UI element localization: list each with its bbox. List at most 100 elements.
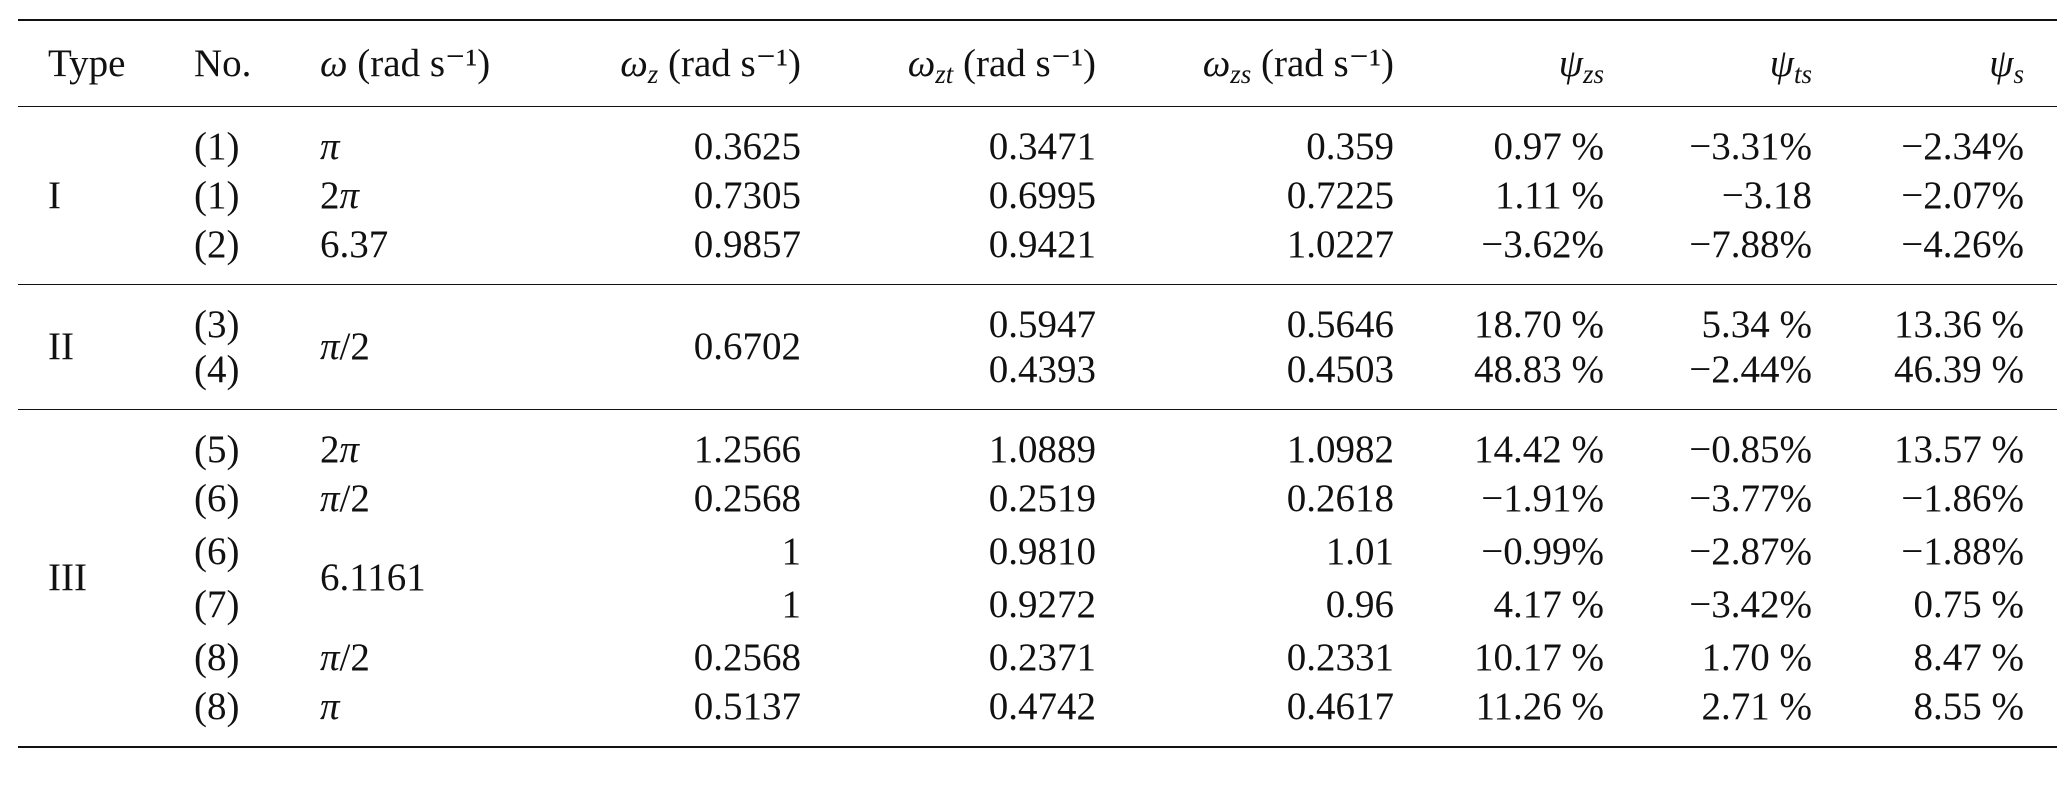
unit: (rad s⁻¹): [963, 41, 1096, 85]
number-cell: (7): [194, 582, 240, 626]
value-cell: −1.86%: [1901, 476, 2024, 520]
number-cell: (1): [194, 173, 240, 217]
pi: π: [339, 427, 360, 471]
value-cell: 0.5137: [693, 684, 801, 728]
value-cell: 1.70 %: [1701, 635, 1813, 679]
pi: π: [320, 124, 340, 168]
header-row: Type No. ω (rad s⁻¹) ωz (rad s⁻¹) ωzt (r…: [18, 19, 2057, 107]
value-cell: 0.359: [1306, 124, 1394, 168]
value-cell: 13.36 %: [1894, 302, 2024, 346]
value-cell: −3.42%: [1689, 582, 1812, 626]
row-group: I (1) π 0.3625 0.3471 0.359 0.97 % −3.31% −2.34%…: [18, 106, 2057, 284]
value-cell: 0.5646: [1286, 302, 1394, 346]
value-cell: −2.44%: [1689, 347, 1812, 391]
row-group: III (5) 2π 1.2566 1.0889 1.0982 14.42 % −0.85% 1…: [18, 409, 2057, 747]
value-cell: 0.3625: [693, 124, 801, 168]
pi: π: [320, 684, 340, 728]
table-row: I (1) π 0.3625 0.3471 0.359 0.97 % −3.31% −2.34%: [18, 106, 2057, 217]
value-cell: 1.11 %: [1494, 173, 1604, 217]
value-cell: 2π: [320, 173, 360, 217]
value-cell: −2.87%: [1689, 529, 1812, 573]
value-cell: 0.2371: [988, 635, 1096, 679]
value-cell: 0.75 %: [1913, 582, 2025, 626]
number-cell: (6): [194, 476, 240, 520]
value-cell: 2π: [320, 427, 360, 471]
value-cell: 14.42 %: [1474, 427, 1604, 471]
value-cell: −3.18: [1721, 173, 1812, 217]
symbol: ω: [320, 41, 348, 85]
value-cell: π: [316, 684, 580, 747]
number-cell: (8): [194, 635, 240, 679]
value-cell: 0.9421: [988, 222, 1096, 266]
value-cell: 0.97 %: [1493, 124, 1605, 168]
value-cell: 0.4503: [1286, 347, 1394, 391]
value-cell: 18.70 %: [1474, 302, 1604, 346]
value-cell: 0.4617: [1286, 684, 1394, 728]
number-cell: (6): [194, 529, 240, 573]
unit: (rad s⁻¹): [668, 41, 801, 85]
subscript: zt: [935, 58, 954, 89]
header-cell: ψzs: [1394, 19, 1604, 107]
number-cell: (3): [194, 302, 240, 346]
table-row: II (3) π/2 0.6702 0.5947 0.5646 18.70 % 5.34 % 1…: [18, 284, 2057, 369]
header-cell: ωzs (rad s⁻¹): [1096, 19, 1394, 107]
table-row: (8) π/2 0.2568 0.2371 0.2331 10.17 % 1.70 % 8.4…: [18, 631, 2057, 684]
value-cell: 0.2568: [693, 476, 801, 520]
header-cell: Type: [18, 19, 190, 107]
symbol: ω: [1202, 41, 1231, 85]
value-cell: 0.2568: [693, 635, 801, 679]
value-cell: 1.0889: [988, 427, 1096, 471]
subscript: zs: [1230, 58, 1252, 89]
type-cell: II: [48, 325, 74, 368]
row-group: II (3) π/2 0.6702 0.5947 0.5646 18.70 % 5.34 % 1…: [18, 284, 2057, 409]
value-cell: π/2: [320, 635, 370, 679]
value-cell: 1.01: [1325, 529, 1394, 573]
value-cell: −2.07%: [1901, 173, 2024, 217]
value-cell: π: [316, 106, 580, 169]
value-cell: 48.83 %: [1474, 347, 1604, 391]
header-cell: ψts: [1604, 19, 1812, 107]
value-cell: 0.2331: [1286, 635, 1394, 679]
value-cell: −2.34%: [1901, 124, 2024, 168]
subscript: z: [647, 58, 659, 89]
symbol: ψ: [1769, 41, 1794, 85]
value-cell: 0.7305: [693, 173, 801, 217]
value-cell: −1.88%: [1901, 529, 2024, 573]
value-cell: 46.39 %: [1894, 347, 2024, 391]
type-cell: I: [48, 173, 61, 217]
number-cell: (1): [194, 124, 240, 168]
subscript: s: [2013, 58, 2024, 89]
value-cell: 6.37: [320, 222, 389, 266]
value-cell: −3.77%: [1689, 476, 1812, 520]
pi: π: [320, 635, 340, 679]
pi: π: [320, 325, 340, 368]
symbol: ω: [907, 41, 936, 85]
value-cell: 0.5947: [988, 302, 1096, 346]
number-cell: (8): [194, 684, 240, 728]
value-cell: 0.2519: [988, 476, 1096, 520]
value-cell: −4.26%: [1901, 222, 2024, 266]
symbol: ψ: [1558, 41, 1583, 85]
value-cell: 0.6702: [693, 325, 801, 368]
value-cell: 6.1161: [320, 556, 426, 599]
value-cell: −3.62%: [1481, 222, 1604, 266]
value-cell: −0.99%: [1481, 529, 1604, 573]
table-row: (2) 6.37 0.9857 0.9421 1.0227 −3.62% −7.88% −4.…: [18, 222, 2057, 285]
value-cell: π/2: [320, 325, 370, 368]
value-cell: 2.71 %: [1701, 684, 1813, 728]
value-cell: 1.0227: [1286, 222, 1394, 266]
value-cell: 8.47 %: [1913, 635, 2025, 679]
header-cell: ωz (rad s⁻¹): [580, 19, 801, 107]
number-cell: (2): [194, 222, 240, 266]
symbol: ω: [620, 41, 648, 85]
table-row: III (5) 2π 1.2566 1.0889 1.0982 14.42 % −0.85% 1…: [18, 409, 2057, 600]
value-cell: −7.88%: [1689, 222, 1812, 266]
value-cell: 0.2618: [1286, 476, 1394, 520]
number-cell: (4): [194, 347, 240, 391]
value-cell: −3.31%: [1689, 124, 1812, 168]
value-cell: 0.96: [1325, 582, 1394, 626]
header-cell: ψs: [1812, 19, 2057, 107]
value-cell: 10.17 %: [1474, 635, 1604, 679]
table-row: (8) π 0.5137 0.4742 0.4617 11.26 % 2.71 % 8.55 …: [18, 684, 2057, 747]
